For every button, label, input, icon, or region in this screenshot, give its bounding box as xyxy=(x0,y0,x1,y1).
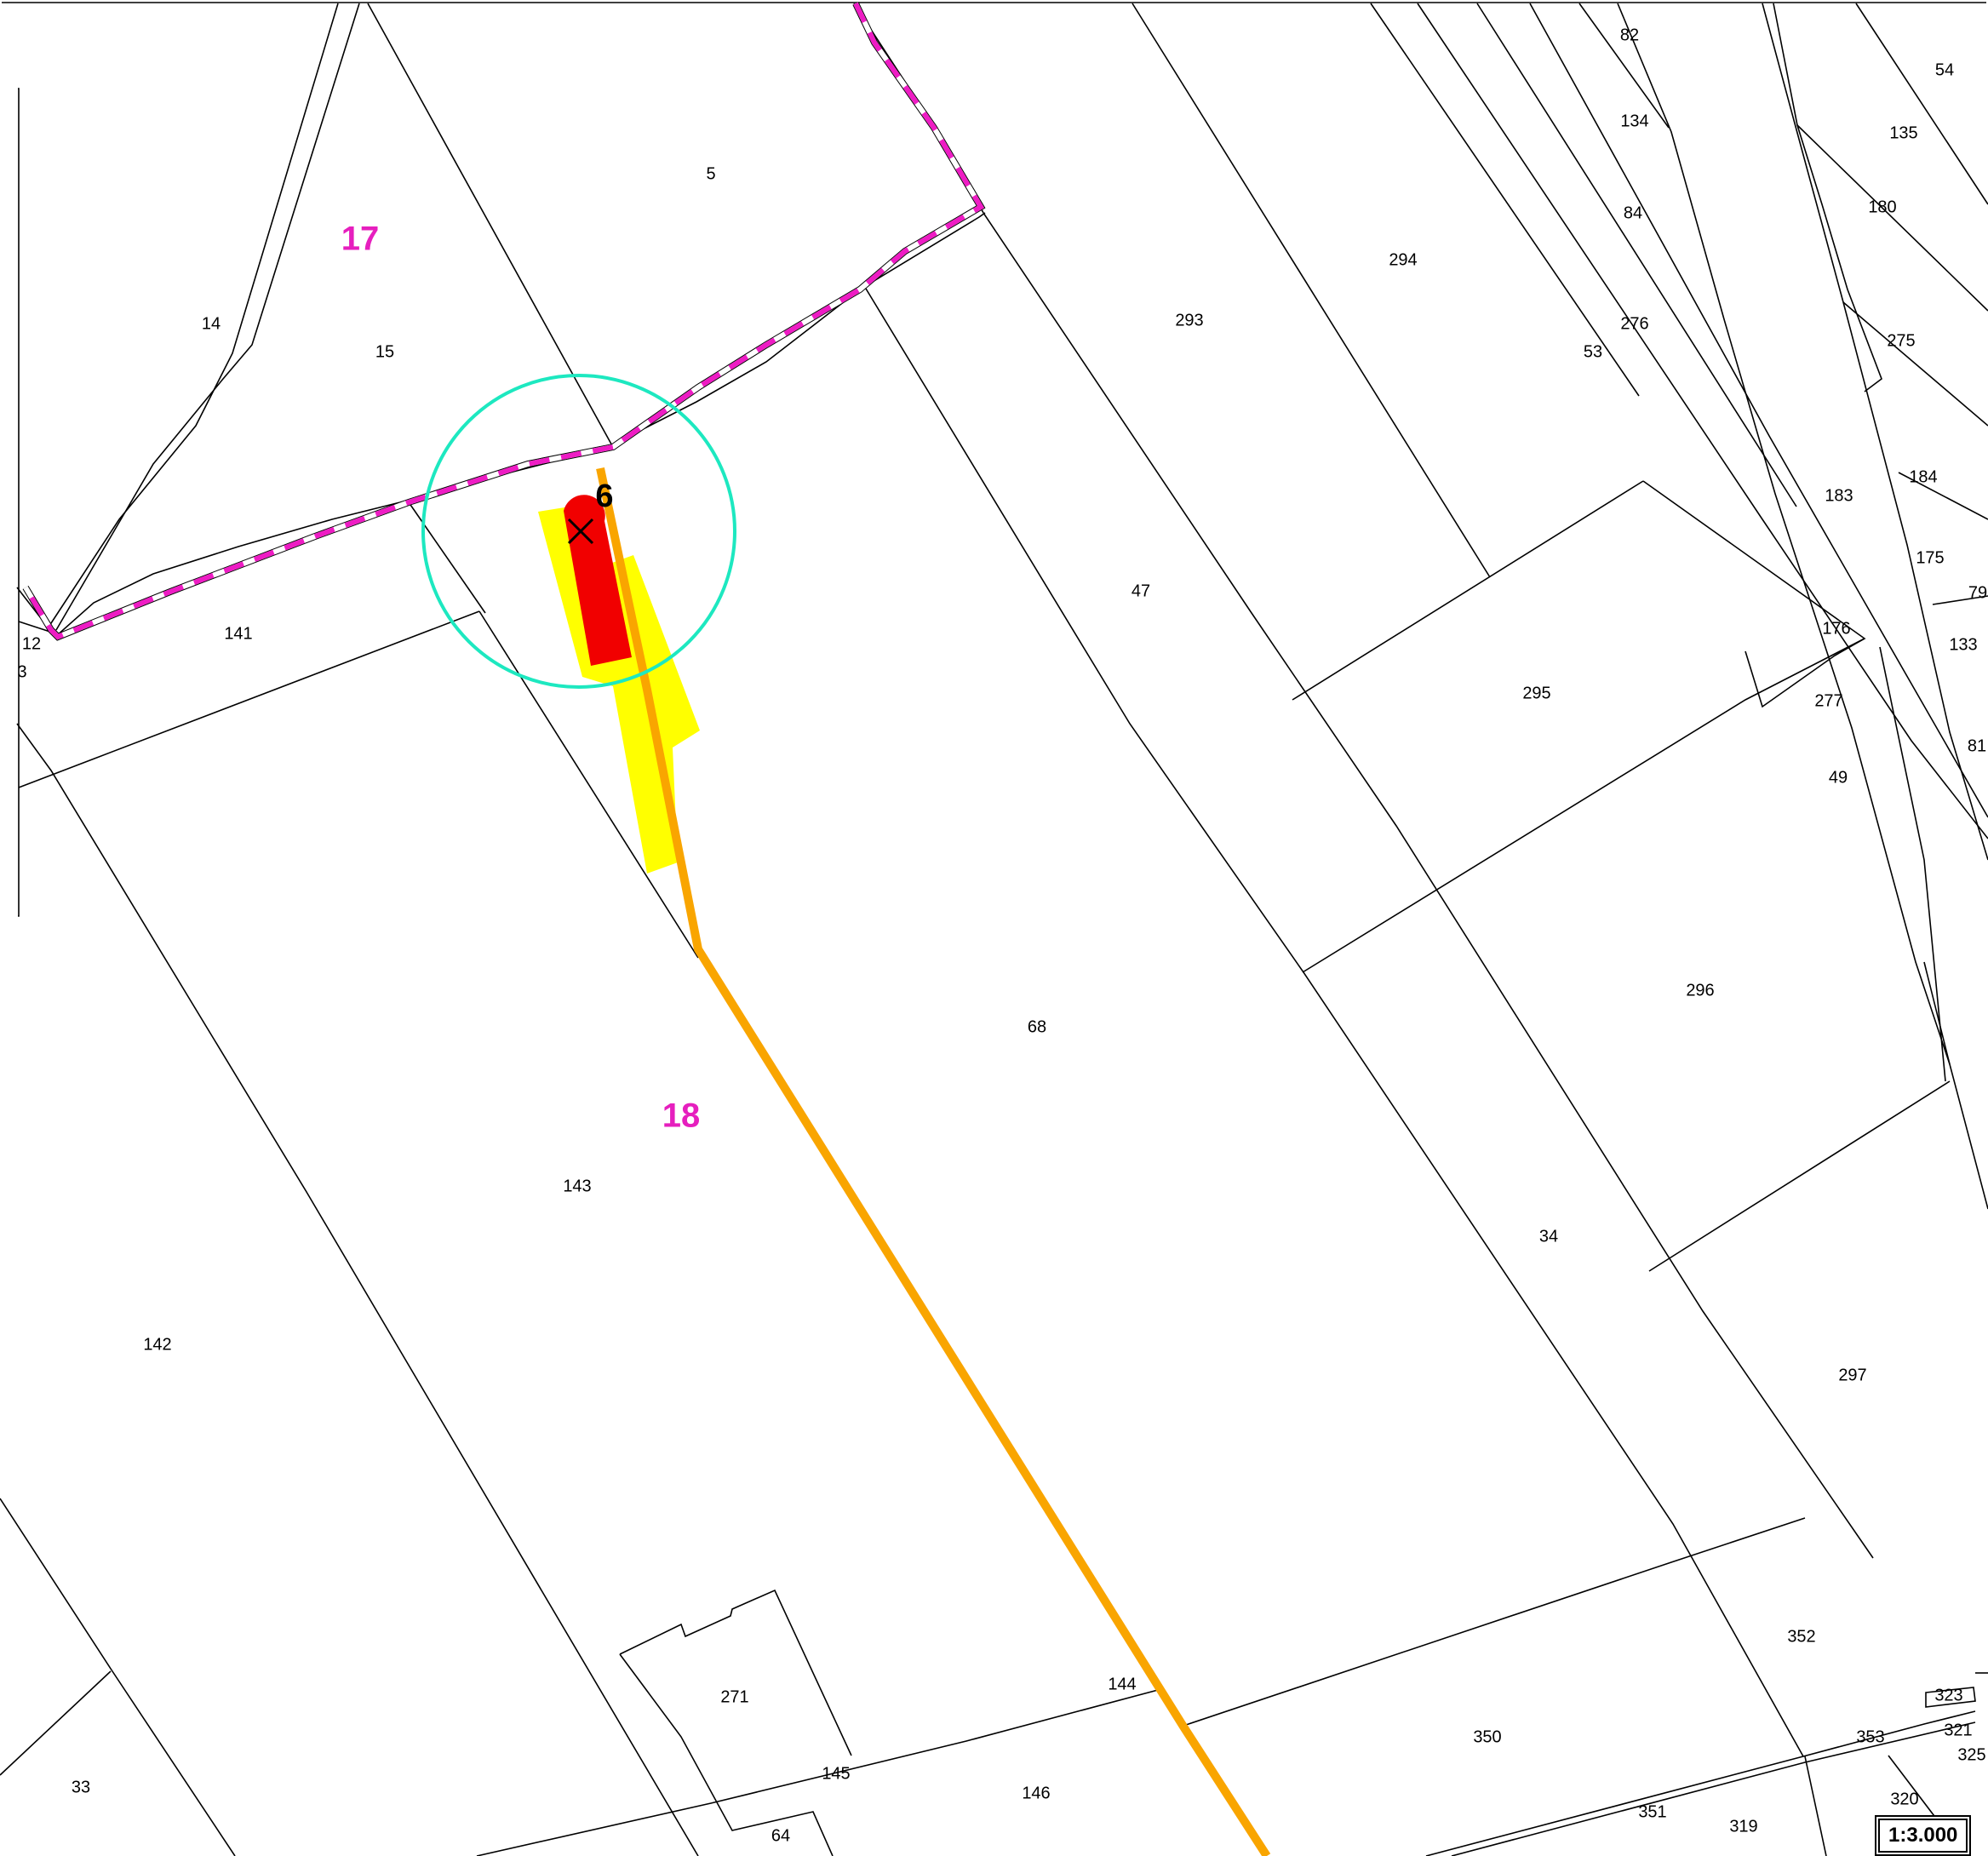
red-building-object xyxy=(564,495,632,666)
parcel-label: 319 xyxy=(1729,1817,1757,1836)
parcel-label: 271 xyxy=(720,1687,748,1706)
parcel-label: 68 xyxy=(1028,1017,1046,1036)
parcel-label: 351 xyxy=(1638,1802,1666,1821)
parcel-label: 145 xyxy=(822,1764,850,1783)
parcel-label: 54 xyxy=(1935,60,1954,79)
parcel-label: 296 xyxy=(1686,981,1714,1000)
parcel-label: 134 xyxy=(1620,112,1648,130)
parcel-label: 53 xyxy=(1584,342,1602,361)
parcel-label: 297 xyxy=(1838,1366,1866,1384)
parcel-labels: 5 14 15 141 12 3 143 142 33 271 145 64 1… xyxy=(17,26,1987,1845)
parcel-label: 79 xyxy=(1968,583,1987,602)
parcel-label: 276 xyxy=(1620,314,1648,333)
parcel-label: 275 xyxy=(1887,331,1915,350)
parcel-label: 183 xyxy=(1825,486,1853,505)
parcel-label: 47 xyxy=(1131,581,1150,600)
parcel-label: 143 xyxy=(563,1177,591,1195)
parcel-label: 133 xyxy=(1949,635,1977,654)
parcel-label: 321 xyxy=(1944,1721,1972,1739)
parcel-label: 15 xyxy=(375,342,394,361)
parcel-label: 146 xyxy=(1022,1784,1050,1802)
parcel-label: 12 xyxy=(22,634,41,653)
parcel-label: 325 xyxy=(1957,1745,1985,1764)
section-label-18: 18 xyxy=(662,1097,701,1135)
parcel-label: 141 xyxy=(224,624,252,643)
scale-indicator: 1:3.000 xyxy=(1878,1819,1968,1853)
parcel-label: 33 xyxy=(72,1778,90,1796)
parcel-label: 64 xyxy=(771,1826,790,1845)
parcel-label: 353 xyxy=(1856,1727,1884,1746)
x-cross-icon[interactable] xyxy=(567,518,594,545)
municipal-boundary xyxy=(22,2,986,641)
parcel-label: 14 xyxy=(202,314,221,333)
parcel-label: 350 xyxy=(1473,1727,1501,1746)
parcel-label: 184 xyxy=(1909,467,1937,486)
parcel-label: 295 xyxy=(1522,684,1550,702)
parcel-label: 175 xyxy=(1916,548,1944,567)
section-label-17: 17 xyxy=(341,221,380,258)
parcel-label: 82 xyxy=(1620,26,1639,44)
parcel-label: 294 xyxy=(1389,250,1417,269)
parcel-label: 49 xyxy=(1829,768,1848,787)
parcel-label: 81 xyxy=(1968,736,1986,755)
parcel-label: 293 xyxy=(1175,311,1203,329)
parcel-label: 180 xyxy=(1868,198,1896,216)
parcel-label: 277 xyxy=(1814,691,1842,710)
road-line xyxy=(596,467,1271,1856)
parcel-label: 323 xyxy=(1934,1686,1962,1704)
parcel-label: 34 xyxy=(1539,1227,1558,1246)
parcel-label: 144 xyxy=(1108,1675,1136,1693)
point-label: 6 xyxy=(595,478,613,514)
parcel-label: 135 xyxy=(1889,123,1917,142)
buffer-circle xyxy=(421,374,736,689)
parcel-label: 3 xyxy=(17,662,26,681)
parcel-label: 352 xyxy=(1787,1627,1815,1646)
parcel-label: 84 xyxy=(1624,203,1642,222)
parcel-label: 5 xyxy=(706,164,715,183)
parcel-label: 320 xyxy=(1890,1790,1918,1808)
highlight-area xyxy=(538,504,700,874)
parcel-label: 142 xyxy=(143,1335,171,1354)
parcel-label: 176 xyxy=(1822,619,1850,638)
